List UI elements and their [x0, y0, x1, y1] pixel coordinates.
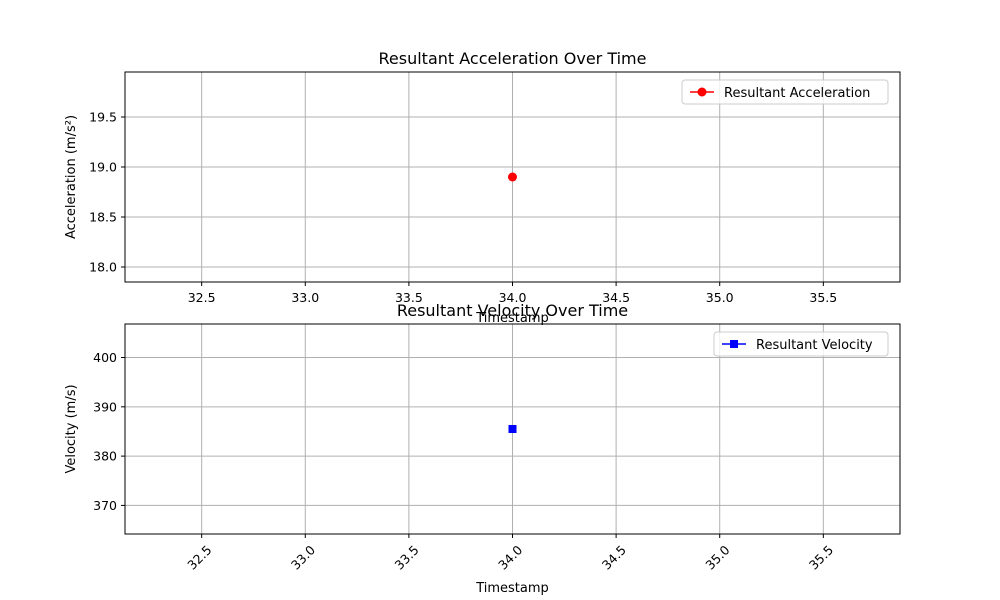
x-tick-label: 35.0: [702, 542, 732, 572]
legend-marker-circle: [697, 87, 707, 97]
y-tick-label: 400: [93, 350, 117, 365]
data-point-square: [508, 425, 517, 433]
legend: Resultant Acceleration: [681, 79, 889, 105]
y-axis-label: Acceleration (m/s²): [64, 115, 79, 239]
x-tick-label: 34.0: [499, 290, 527, 305]
chart-title: Resultant Velocity Over Time: [397, 301, 628, 320]
x-tick-label: 32.5: [184, 542, 214, 572]
legend: Resultant Velocity: [713, 331, 889, 357]
x-tick-label: 34.5: [599, 542, 629, 572]
y-tick-label: 19.5: [89, 110, 117, 125]
x-tick-label: 35.0: [706, 290, 734, 305]
x-tick-label: 35.5: [809, 290, 837, 305]
legend-label: Resultant Acceleration: [724, 86, 870, 101]
x-tick-label: 33.0: [291, 290, 319, 305]
legend-box: [713, 331, 889, 357]
subplot-2: 32.5 33.0 33.5 34.0 34.5 35.0 35.5 370 380 390 400…: [64, 301, 901, 596]
legend-marker-square: [730, 340, 738, 348]
x-tick-label: 33.5: [392, 542, 422, 572]
legend-label: Resultant Velocity: [756, 338, 873, 353]
x-tick-label: 33.5: [395, 290, 423, 305]
y-axis-label: Velocity (m/s): [64, 384, 79, 473]
legend-box: [681, 79, 889, 105]
chart-title: Resultant Acceleration Over Time: [379, 49, 647, 68]
subplot-1: 32.5 33.0 33.5 34.0 34.5 35.0 35.5 18.0 18.5 19.0…: [64, 49, 901, 326]
y-tick-label: 18.5: [89, 210, 117, 225]
x-axis-label: Timestamp: [475, 581, 549, 596]
y-tick-label: 370: [93, 498, 117, 513]
grid: [125, 324, 900, 534]
x-tick-label: 32.5: [188, 290, 216, 305]
x-tick-label: 35.5: [806, 542, 836, 572]
y-tick-label: 18.0: [89, 260, 117, 275]
y-tick-label: 19.0: [89, 160, 117, 175]
x-tick-label: 33.0: [288, 542, 318, 572]
data-point-circle: [508, 172, 517, 182]
grid: [125, 72, 900, 282]
y-tick-label: 380: [93, 449, 117, 464]
y-tick-label: 390: [93, 399, 117, 414]
x-tick-label: 34.5: [602, 290, 630, 305]
x-axis-label: Timestamp: [475, 311, 549, 326]
x-tick-label: 34.0: [495, 542, 525, 572]
